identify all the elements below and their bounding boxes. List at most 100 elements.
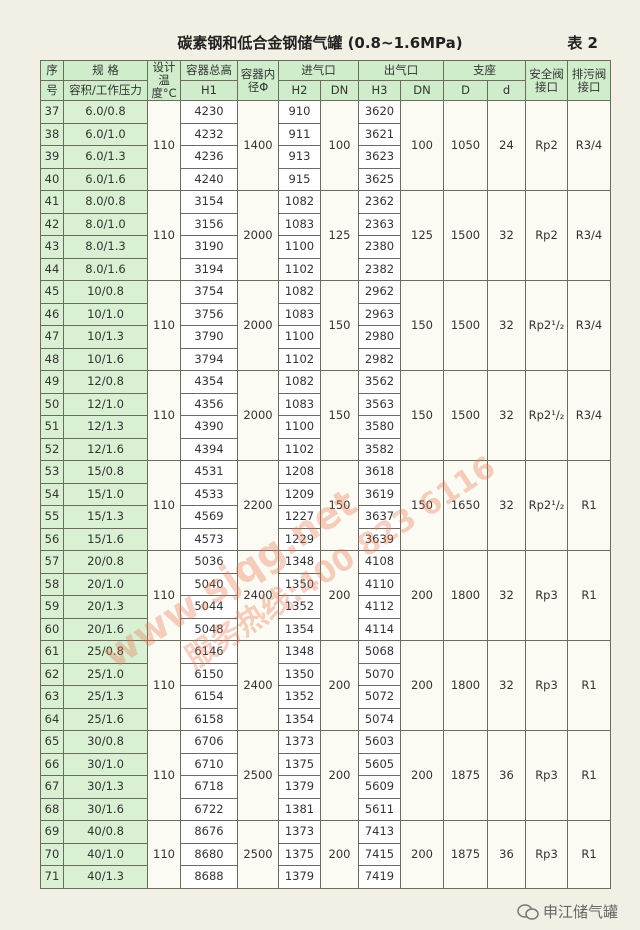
spec: 15/0.8 — [63, 460, 148, 484]
table-row: 56 15/1.6 4573 1229 3639 — [40, 527, 611, 551]
total-height: 5044 — [180, 595, 238, 619]
table-row: 44 8.0/1.6 3194 1102 2382 — [40, 257, 611, 281]
table-row: 69 40/0.8 110 8676 2500 1373 200 7413 200 1875 36 R… — [40, 820, 611, 889]
table-row: 46 10/1.0 3756 1083 2963 — [40, 302, 611, 326]
table-row: 58 20/1.0 5040 1350 4110 — [40, 572, 611, 596]
outlet-h3: 4112 — [358, 595, 401, 619]
support-small-d: 36 — [487, 820, 526, 889]
total-height: 3756 — [180, 302, 238, 326]
outlet-dn: 200 — [400, 820, 444, 889]
serial-no: 49 — [40, 370, 64, 394]
spec: 10/1.0 — [63, 302, 148, 326]
drain-valve: R1 — [567, 820, 611, 889]
inlet-h2: 1373 — [278, 820, 321, 844]
safety-valve: Rp2¹/₂ — [525, 370, 568, 461]
total-height: 4356 — [180, 392, 238, 416]
total-height: 3194 — [180, 257, 238, 281]
serial-no: 54 — [40, 482, 64, 506]
inlet-h2: 1083 — [278, 302, 321, 326]
header-cell: 进气口 — [278, 60, 359, 81]
outlet-dn: 100 — [400, 100, 444, 191]
table-row: 68 30/1.6 6722 1381 5611 — [40, 797, 611, 821]
inlet-h2: 1102 — [278, 347, 321, 371]
support-small-d: 24 — [487, 100, 526, 191]
header-cell: 容器总高 — [180, 60, 238, 81]
safety-valve: Rp3 — [525, 640, 568, 731]
total-height: 3790 — [180, 325, 238, 349]
support-small-d: 36 — [487, 730, 526, 821]
spec: 12/1.6 — [63, 437, 148, 461]
serial-no: 69 — [40, 820, 64, 844]
serial-no: 60 — [40, 617, 64, 641]
inlet-h2: 1100 — [278, 325, 321, 349]
design-temp: 110 — [147, 370, 181, 461]
header-cell: DN — [320, 80, 359, 101]
table-row: 64 25/1.6 6158 1354 5074 — [40, 707, 611, 731]
serial-no: 38 — [40, 122, 64, 146]
spec: 6.0/0.8 — [63, 100, 148, 124]
table-row: 39 6.0/1.3 4236 913 3623 — [40, 145, 611, 169]
outlet-h3: 3563 — [358, 392, 401, 416]
outlet-h3: 3619 — [358, 482, 401, 506]
serial-no: 57 — [40, 550, 64, 574]
outlet-h3: 7413 — [358, 820, 401, 844]
support-d: 1650 — [443, 460, 488, 551]
header-cell: 安全阀接口 — [525, 60, 568, 101]
spec: 10/0.8 — [63, 280, 148, 304]
inlet-h2: 1209 — [278, 482, 321, 506]
inlet-h2: 1375 — [278, 842, 321, 866]
outlet-h3: 7415 — [358, 842, 401, 866]
total-height: 6154 — [180, 685, 238, 709]
serial-no: 48 — [40, 347, 64, 371]
spec: 40/0.8 — [63, 820, 148, 844]
serial-no: 70 — [40, 842, 64, 866]
inner-diameter: 1400 — [237, 100, 279, 191]
header-cell: 支座 — [443, 60, 526, 81]
total-height: 4531 — [180, 460, 238, 484]
outlet-h3: 5074 — [358, 707, 401, 731]
inlet-h2: 1348 — [278, 640, 321, 664]
inlet-dn: 125 — [320, 190, 359, 281]
serial-no: 65 — [40, 730, 64, 754]
inlet-h2: 1102 — [278, 437, 321, 461]
outlet-h3: 3623 — [358, 145, 401, 169]
serial-no: 47 — [40, 325, 64, 349]
support-d: 1050 — [443, 100, 488, 191]
inlet-h2: 1381 — [278, 797, 321, 821]
support-small-d: 32 — [487, 640, 526, 731]
design-temp: 110 — [147, 730, 181, 821]
total-height: 4354 — [180, 370, 238, 394]
total-height: 4573 — [180, 527, 238, 551]
safety-valve: Rp2¹/₂ — [525, 460, 568, 551]
total-height: 6706 — [180, 730, 238, 754]
serial-no: 66 — [40, 752, 64, 776]
serial-no: 67 — [40, 775, 64, 799]
table-row: 67 30/1.3 6718 1379 5609 — [40, 775, 611, 799]
support-d: 1500 — [443, 190, 488, 281]
support-small-d: 32 — [487, 370, 526, 461]
spec: 25/1.0 — [63, 662, 148, 686]
outlet-h3: 2380 — [358, 235, 401, 259]
total-height: 5048 — [180, 617, 238, 641]
drain-valve: R1 — [567, 550, 611, 641]
total-height: 4230 — [180, 100, 238, 124]
total-height: 4394 — [180, 437, 238, 461]
outlet-dn: 200 — [400, 640, 444, 731]
inner-diameter: 2000 — [237, 370, 279, 461]
safety-valve: Rp2 — [525, 190, 568, 281]
outlet-h3: 5070 — [358, 662, 401, 686]
total-height: 4232 — [180, 122, 238, 146]
inner-diameter: 2400 — [237, 640, 279, 731]
inlet-h2: 1102 — [278, 257, 321, 281]
support-d: 1875 — [443, 730, 488, 821]
total-height: 4569 — [180, 505, 238, 529]
total-height: 3190 — [180, 235, 238, 259]
total-height: 6150 — [180, 662, 238, 686]
header-cell: D — [443, 80, 488, 101]
inlet-h2: 1373 — [278, 730, 321, 754]
inlet-h2: 915 — [278, 167, 321, 191]
drain-valve: R3/4 — [567, 370, 611, 461]
outlet-h3: 5603 — [358, 730, 401, 754]
inlet-h2: 1348 — [278, 550, 321, 574]
